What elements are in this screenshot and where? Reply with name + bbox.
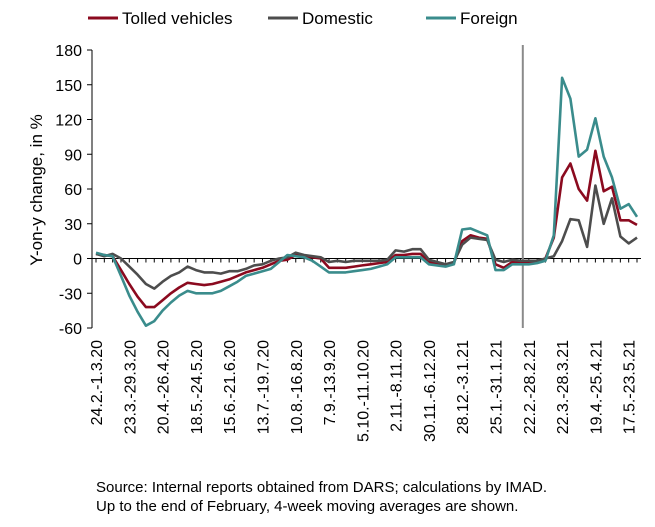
x-tick-label: 15.6.-21.6.20 <box>222 340 239 434</box>
source-note: Source: Internal reports obtained from D… <box>96 479 548 496</box>
x-tick-label: 22.3.-28.3.21 <box>555 340 572 434</box>
legend-label-foreign: Foreign <box>460 9 518 28</box>
x-tick-label: 20.4.-26.4.20 <box>156 340 173 434</box>
chart-legend: Tolled vehicles Domestic Foreign <box>88 9 518 28</box>
x-tick-label: 23.3.-29.3.20 <box>122 340 139 434</box>
x-tick-label: 25.1.-31.1.21 <box>489 340 506 434</box>
x-tick-label: 10.8.-16.8.20 <box>289 340 306 434</box>
x-tick-label: 7.9.-13.9.20 <box>322 340 339 426</box>
y-tick-label: 0 <box>73 252 82 269</box>
y-tick-label: 150 <box>55 78 82 95</box>
y-tick-label: 120 <box>55 113 82 130</box>
x-tick-label: 22.2.-28.2.21 <box>522 340 539 434</box>
x-axis: 24.2.-1.3.20 23.3.-29.3.20 20.4.-26.4.20 18… <box>89 258 641 442</box>
x-tick-label: 17.5.-23.5.21 <box>622 340 639 434</box>
y-axis-label: Y-on-y change, in % <box>27 114 46 266</box>
y-tick-label: 30 <box>64 217 82 234</box>
x-tick-label: 13.7.-19.7.20 <box>255 340 272 434</box>
plot-area <box>95 45 639 328</box>
y-tick-label: 180 <box>55 43 82 60</box>
x-tick-label: 19.4.-25.4.21 <box>588 340 605 434</box>
y-tick-label: 90 <box>64 147 82 164</box>
x-tick-label: 5.10.-11.10.20 <box>355 340 372 442</box>
y-axis: -60 -30 0 30 60 90 120 150 180 <box>55 43 93 338</box>
y-tick-label: -30 <box>59 286 82 303</box>
y-tick-label: -60 <box>59 321 82 338</box>
x-tick-label: 28.12.-3.1.21 <box>455 340 472 434</box>
x-tick-label: 18.5.-24.5.20 <box>189 340 206 434</box>
x-tick-label: 30.11.-6.12.20 <box>422 340 439 442</box>
x-tick-label: 2.11.-8.11.20 <box>389 340 406 432</box>
legend-label-tolled-vehicles: Tolled vehicles <box>122 9 233 28</box>
legend-label-domestic: Domestic <box>302 9 373 28</box>
x-tick-label: 24.2.-1.3.20 <box>89 340 106 426</box>
y-tick-label: 60 <box>64 182 82 199</box>
series-line-foreign <box>95 76 639 328</box>
moving-average-note: Up to the end of February, 4-week moving… <box>96 498 519 515</box>
